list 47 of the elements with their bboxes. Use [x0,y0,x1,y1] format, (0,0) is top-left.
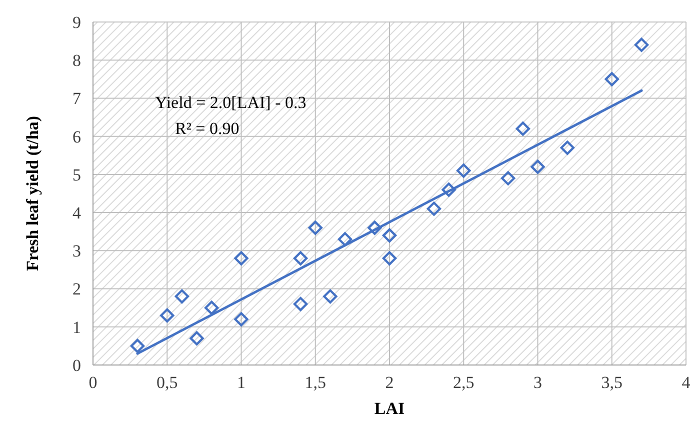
point [174,289,190,304]
point [382,228,397,243]
point [293,296,308,312]
x-tick-label: 0,5 [156,373,178,392]
y-tick-label: 9 [72,12,81,32]
point [308,220,322,235]
point [382,251,397,266]
point [604,72,619,86]
y-tick-label: 0 [72,356,81,375]
point [442,182,456,197]
point [426,202,442,216]
point [368,220,382,235]
point [560,140,574,155]
point [338,232,352,246]
y-tick-label: 7 [72,89,82,108]
point [323,289,338,304]
x-tick-label: 1 [237,373,246,392]
y-axis-title: Fresh leaf yield (t/ha) [23,116,42,272]
x-tick-label: 1,5 [304,373,326,392]
x-tick-label: 4 [682,373,691,392]
y-tick-label: 5 [72,165,81,184]
x-tick-label: 3,5 [601,373,622,392]
y-tick-label: 6 [72,127,81,146]
x-axis-title: LAI [374,399,405,418]
x-tick-label: 0 [88,373,98,392]
x-tick-label: 3 [534,373,542,392]
point [234,251,248,266]
point [234,312,248,326]
point [530,160,545,174]
point [456,164,471,178]
point [160,308,174,323]
x-tick-label: 2 [385,373,394,392]
x-tick-label: 2,5 [453,373,474,392]
y-tick-label: 4 [72,204,82,223]
y-tick-label: 1 [72,318,81,337]
point [293,251,308,266]
point [204,300,219,315]
point [130,338,145,354]
annotation: Yield = 2.0[LAI] - 0.3 [155,93,306,112]
y-tick-label: 3 [72,242,81,261]
annotation: R² = 0.90 [175,119,240,138]
point [501,171,516,186]
point [516,122,530,136]
point [190,331,204,346]
y-tick-label: 8 [72,51,81,70]
y-tick-label: 2 [72,280,81,299]
point [634,38,649,52]
